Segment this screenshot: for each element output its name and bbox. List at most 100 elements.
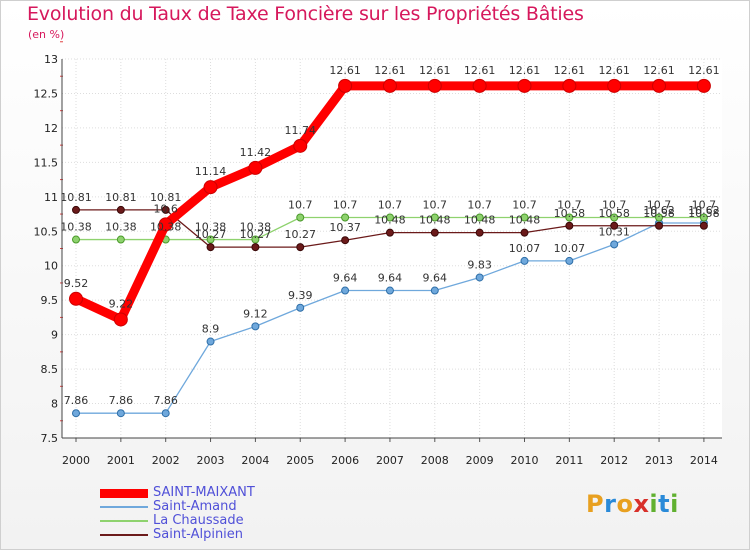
data-point [158,217,173,232]
logo-letter: o [616,490,634,518]
data-label: 10.7 [692,198,717,211]
y-tick-label: 9 [51,329,58,342]
x-tick-label: 2009 [466,454,494,467]
data-point [427,78,442,93]
data-point [385,286,394,295]
data-point [699,221,708,230]
data-label: 10.27 [195,228,227,241]
data-point [475,228,484,237]
data-point [565,256,574,265]
data-point [430,228,439,237]
data-label: 10.7 [378,198,403,211]
data-label: 9.64 [378,272,403,285]
data-label: 10.38 [105,221,137,234]
data-labels: 9.52 9.22 10.6 11.14 11.42 11.74 12.61 12.61 12.… [60,64,719,407]
data-point [610,240,619,249]
data-label: 9.64 [333,272,358,285]
y-tick-label: 8.5 [41,363,59,376]
data-point [430,286,439,295]
data-label: 10.58 [598,207,630,220]
logo-letter: P [586,490,605,518]
legend-swatch [100,520,148,522]
data-point [161,205,170,214]
data-point [116,205,125,214]
legend: SAINT-MAIXANT Saint-Amand La Chaussade Sain… [100,486,255,542]
x-tick-label: 2011 [555,454,583,467]
chart-subtitle: (en %) [28,28,65,41]
data-point [565,221,574,230]
data-point [72,235,80,244]
data-point [475,213,484,222]
data-label: 12.61 [464,64,496,77]
data-label: 10.37 [329,221,361,234]
chart-title: Evolution du Taux de Taxe Foncière sur l… [27,3,584,25]
data-label: 11.74 [285,124,317,137]
y-tick-label: 10 [44,260,58,273]
data-label: 7.86 [109,394,134,407]
x-tick-label: 2006 [331,454,359,467]
data-point [655,221,664,230]
data-label: 8.9 [202,323,220,336]
data-label: 12.61 [419,64,451,77]
data-label: 9.22 [109,297,134,310]
data-label: 10.7 [647,198,672,211]
data-label: 12.61 [329,64,361,77]
data-point [251,322,260,331]
axes: 7.5 8 8.5 9 9.5 10 10.5 11 11.5 12 12.5 13 2000 2001 2… [34,41,722,467]
logo-letter: i [670,490,679,518]
data-label: 10.7 [423,198,448,211]
data-label: 10.48 [464,214,496,227]
x-tick-label: 2001 [107,454,135,467]
y-tick-label: 7.5 [41,432,59,445]
data-point [161,409,170,418]
data-label: 10.48 [509,214,541,227]
data-point [655,213,664,222]
data-point [382,78,397,93]
x-tick-label: 2000 [62,454,90,467]
data-label: 10.38 [240,221,272,234]
data-point [296,213,305,222]
x-tick-label: 2010 [511,454,539,467]
data-label: 10.7 [557,198,582,211]
series-saint-alpinien [72,205,708,252]
y-tick-label: 12.5 [34,87,59,100]
legend-item: La Chaussade [100,514,255,528]
logo-letter: r [604,490,617,518]
x-tick-label: 2005 [286,454,314,467]
y-tick-label: 8 [51,398,58,411]
data-label: 10.38 [150,221,182,234]
data-label: 10.62 [643,204,675,217]
grid [62,58,722,439]
data-label: 9.12 [243,307,268,320]
data-point [565,213,574,222]
series-saint-maixant [69,78,711,327]
y-tick-label: 13 [44,53,58,66]
plot-area [62,59,722,438]
data-point [610,221,619,230]
data-point [251,235,260,244]
legend-label: Saint-Amand [153,499,237,514]
proxiti-logo: Proxiti [586,490,679,518]
data-point [72,205,80,214]
y-tick-label: 12 [44,122,58,135]
data-label: 10.48 [419,214,451,227]
x-tick-label: 2002 [152,454,180,467]
legend-label: Saint-Alpinien [153,527,244,542]
data-label: 9.39 [288,289,313,302]
data-label: 10.7 [602,198,627,211]
data-label: 10.7 [288,198,313,211]
y-tick-label: 11.5 [34,156,59,169]
data-point [341,286,350,295]
x-tick-label: 2014 [690,454,718,467]
x-tick-label: 2013 [645,454,673,467]
data-label: 10.31 [598,225,630,238]
data-label: 10.48 [374,214,406,227]
data-label: 10.27 [285,228,317,241]
data-point [113,312,128,327]
data-point [293,138,308,153]
data-label: 10.27 [240,228,272,241]
data-point [116,235,125,244]
data-label: 10.58 [688,207,720,220]
data-point [296,303,305,312]
data-label: 10.07 [554,242,586,255]
